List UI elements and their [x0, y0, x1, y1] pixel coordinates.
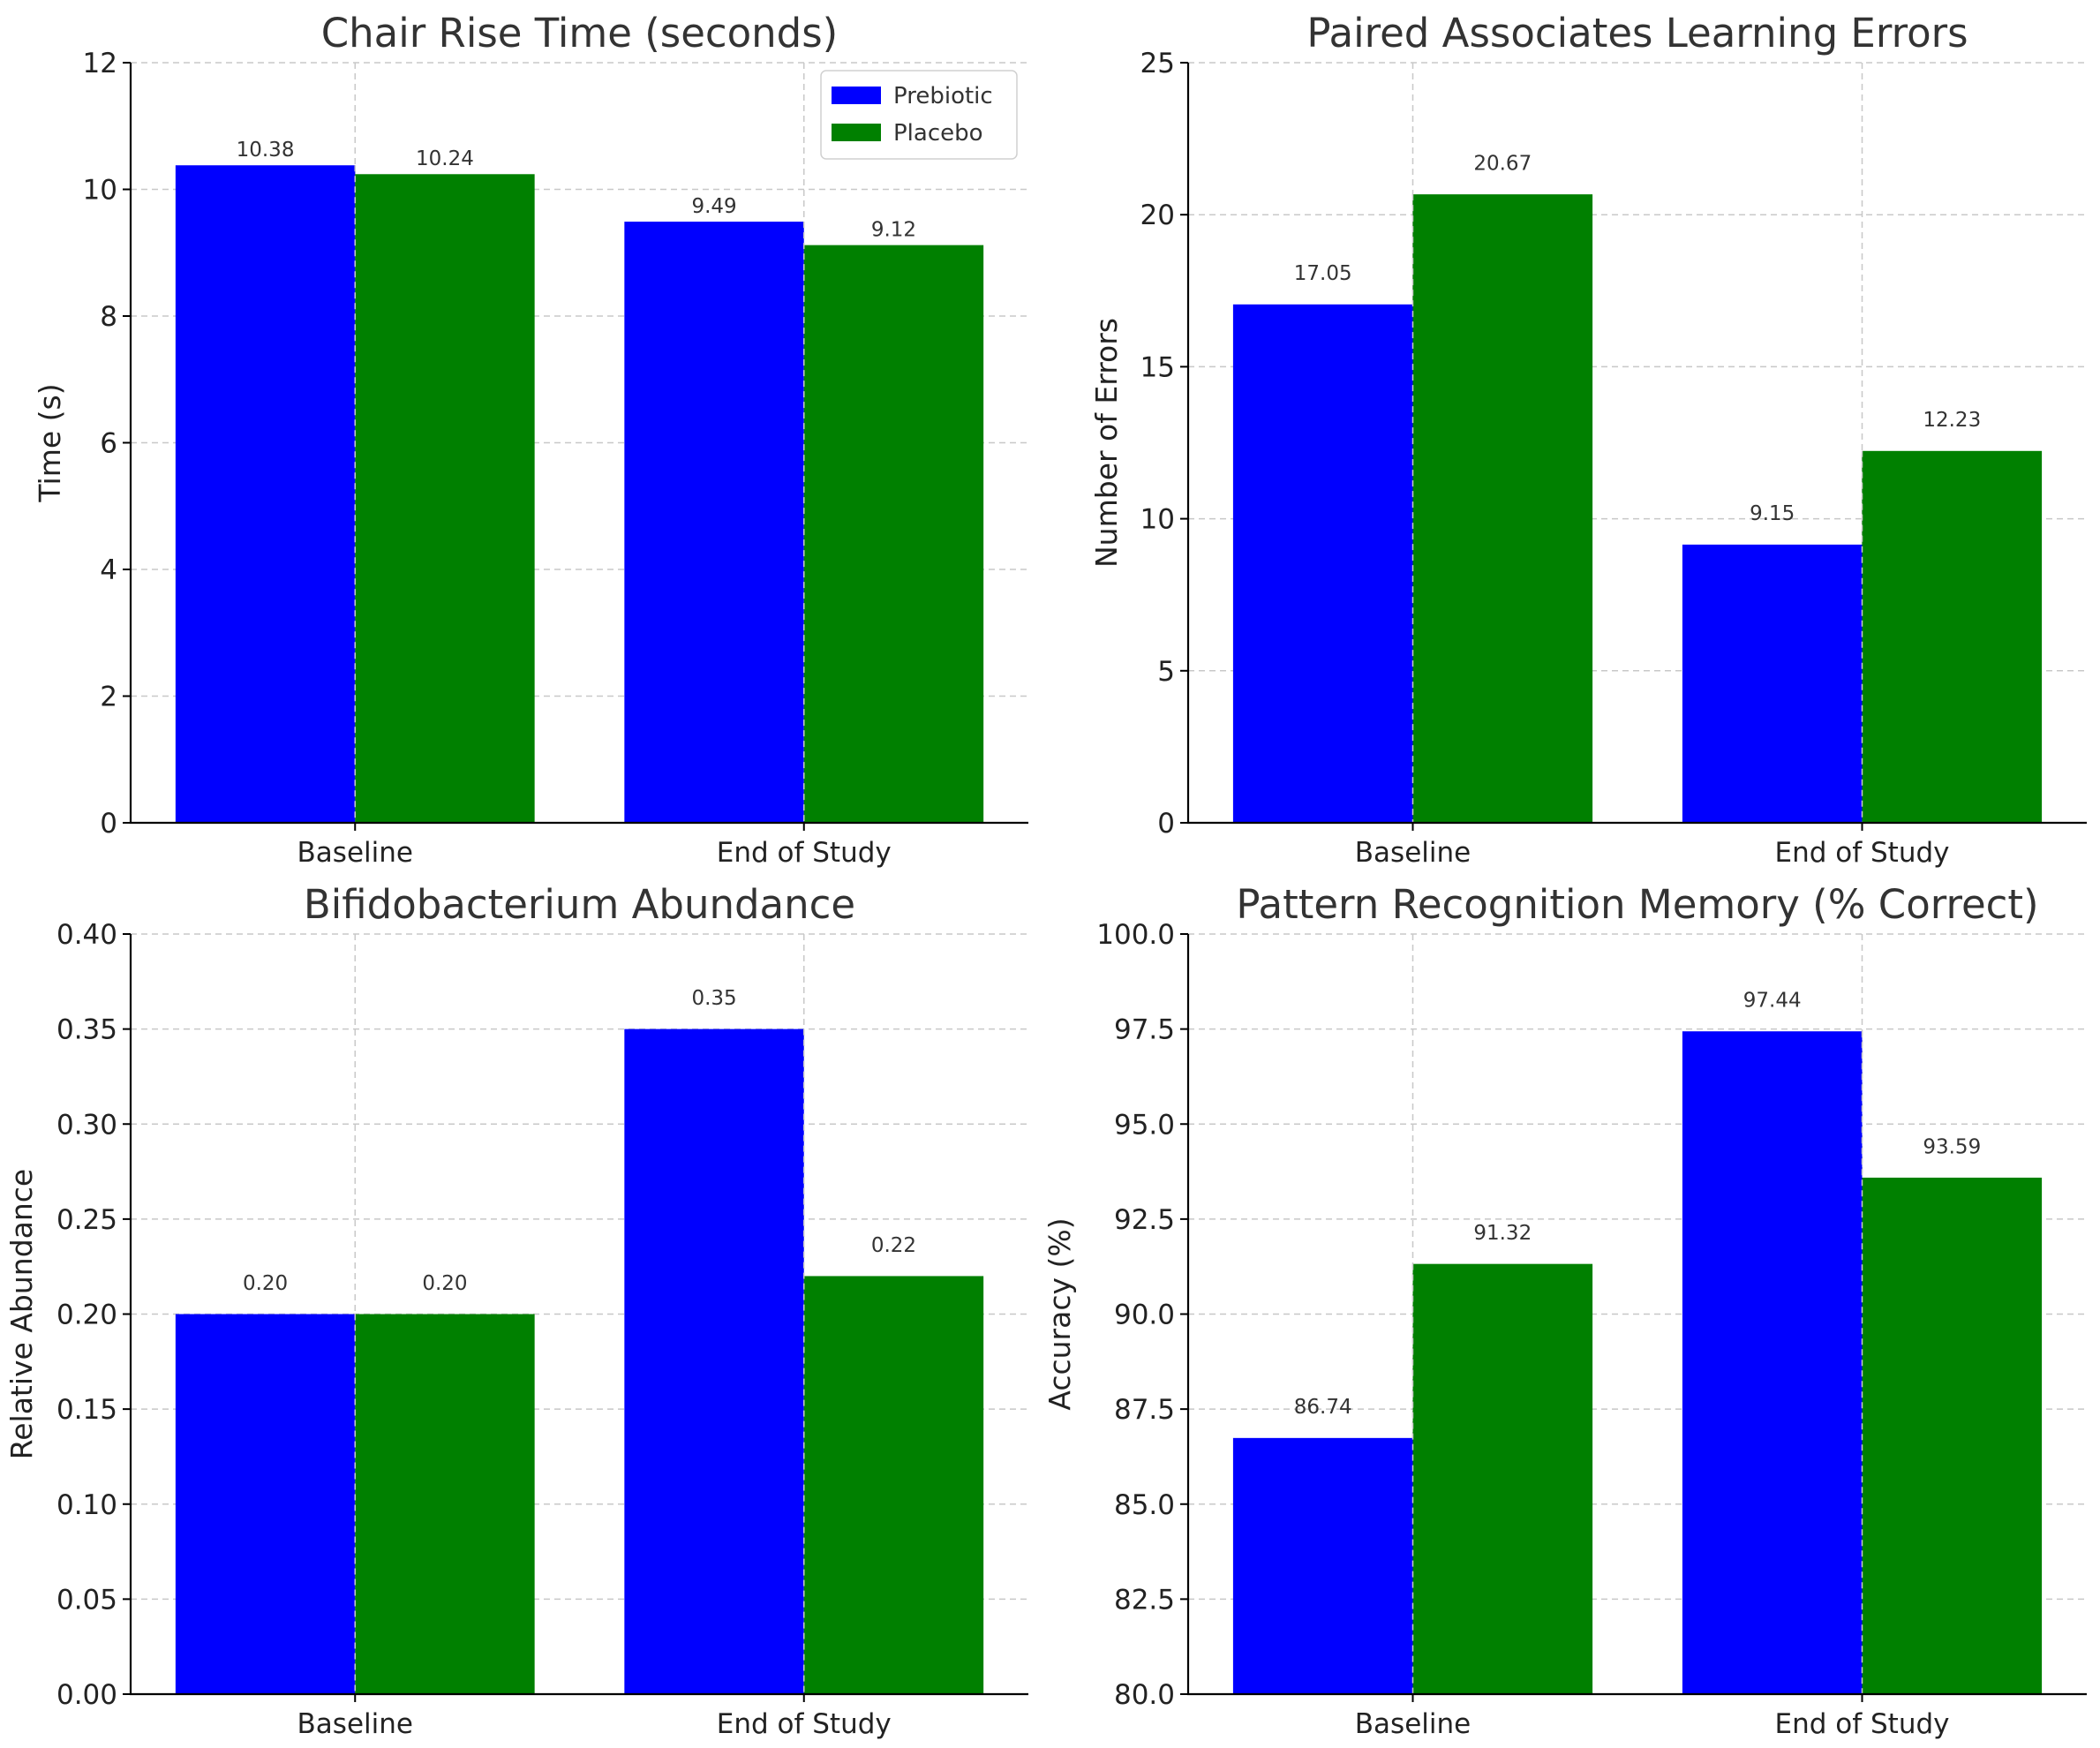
bar-placebo-end-of-study [803, 245, 984, 823]
y-axis-label: Time (s) [33, 383, 67, 502]
y-tick-label: 0.10 [56, 1489, 117, 1521]
y-tick-label: 0.15 [56, 1394, 117, 1426]
bar-prebiotic-baseline [175, 1314, 356, 1694]
x-tick-label: Baseline [297, 1708, 413, 1740]
bar-placebo-end-of-study [1862, 1177, 2043, 1694]
chart-title: Pattern Recognition Memory (% Correct) [1236, 881, 2038, 928]
bar-value-label: 0.22 [871, 1234, 916, 1257]
y-tick-label: 0.20 [56, 1300, 117, 1331]
bar-placebo-end-of-study [1862, 450, 2043, 823]
axes-spine [129, 934, 1028, 1696]
bar-value-label: 9.15 [1750, 502, 1795, 525]
y-axis-label: Number of Errors [1089, 318, 1124, 568]
bar-prebiotic-end-of-study [624, 1028, 804, 1694]
chart-title: Chair Rise Time (seconds) [321, 10, 839, 57]
bar-prebiotic-baseline [1232, 304, 1413, 824]
y-tick-label: 10 [1140, 504, 1175, 536]
x-tick-label: Baseline [297, 837, 413, 869]
y-tick-label: 97.5 [1114, 1014, 1175, 1046]
bar-value-label: 97.44 [1743, 990, 1802, 1013]
bar-prebiotic-end-of-study [1682, 544, 1863, 823]
y-tick-label: 2 [100, 682, 117, 713]
x-tick-label: End of Study [1774, 837, 1949, 869]
y-tick-label: 0.40 [56, 919, 117, 951]
bar-value-label: 91.32 [1473, 1222, 1532, 1245]
bar-value-label: 0.20 [243, 1272, 288, 1295]
y-tick-label: 95.0 [1114, 1109, 1175, 1141]
y-tick-label: 12 [83, 48, 117, 79]
chart-panel-1: 0 2 4 6 8 10 12 10.38 9.49 10.24 9.12 Baseline End o… [33, 10, 1028, 869]
x-tick-label: Baseline [1355, 837, 1471, 869]
bar-value-label: 0.20 [422, 1272, 467, 1295]
bar-prebiotic-baseline [175, 165, 356, 824]
axes-spine [1186, 63, 2087, 825]
y-tick-label: 0.25 [56, 1204, 117, 1236]
y-tick-label: 87.5 [1114, 1394, 1175, 1426]
chart-panel-2: 0 5 10 15 20 25 17.05 9.15 20.67 12.23 Baseline End… [1089, 10, 2087, 869]
chart-title: Bifidobacterium Abundance [304, 881, 855, 928]
bar-placebo-baseline [355, 1314, 535, 1694]
y-tick-label: 0 [100, 808, 117, 840]
legend-swatch-prebiotic [832, 87, 881, 104]
y-tick-label: 25 [1140, 48, 1175, 79]
y-tick-label: 4 [100, 554, 117, 586]
y-tick-label: 92.5 [1114, 1204, 1175, 1236]
bar-value-label: 17.05 [1294, 262, 1352, 285]
legend-label-prebiotic: Prebiotic [893, 83, 993, 109]
bar-value-label: 10.38 [237, 139, 295, 162]
bar-value-label: 9.12 [871, 218, 916, 241]
y-tick-label: 0 [1157, 808, 1175, 840]
y-tick-label: 0.00 [56, 1679, 117, 1711]
bar-value-label: 12.23 [1923, 409, 1981, 432]
y-tick-label: 85.0 [1114, 1489, 1175, 1521]
bar-value-label: 86.74 [1294, 1396, 1352, 1419]
x-tick-label: End of Study [717, 1708, 892, 1740]
bar-placebo-baseline [1412, 194, 1593, 824]
bar-value-label: 9.49 [691, 195, 736, 218]
y-tick-label: 100.0 [1096, 919, 1175, 951]
legend-label-placebo: Placebo [893, 120, 983, 147]
chart-title: Paired Associates Learning Errors [1306, 10, 1968, 57]
legend-swatch-placebo [832, 124, 881, 141]
y-tick-label: 5 [1157, 656, 1175, 688]
y-tick-label: 0.35 [56, 1014, 117, 1046]
chart-panel-3: 0.00 0.05 0.10 0.15 0.20 0.25 0.30 0.35 0.40 0.20… [4, 881, 1028, 1740]
legend: Prebiotic Placebo [820, 70, 1018, 160]
y-tick-label: 8 [100, 301, 117, 333]
y-tick-label: 0.05 [56, 1584, 117, 1616]
y-tick-label: 20 [1140, 200, 1175, 231]
bar-prebiotic-baseline [1232, 1437, 1413, 1694]
bar-prebiotic-end-of-study [1682, 1031, 1863, 1694]
y-axis-label: Relative Abundance [4, 1169, 39, 1459]
y-axis-label: Accuracy (%) [1042, 1217, 1077, 1410]
y-tick-label: 0.30 [56, 1109, 117, 1141]
bar-value-label: 10.24 [416, 147, 474, 170]
axes-spine [129, 63, 1028, 825]
bar-value-label: 0.35 [691, 987, 736, 1010]
axes-spine [1186, 934, 2087, 1696]
x-tick-label: End of Study [717, 837, 892, 869]
y-tick-label: 15 [1140, 351, 1175, 383]
chart-panel-4: 80.0 82.5 85.0 87.5 90.0 92.5 95.0 97.5 100.0 86.… [1042, 881, 2087, 1740]
y-tick-label: 6 [100, 428, 117, 460]
bar-value-label: 20.67 [1473, 152, 1532, 175]
bar-placebo-end-of-study [803, 1276, 984, 1694]
x-tick-label: End of Study [1774, 1708, 1949, 1740]
y-tick-label: 90.0 [1114, 1300, 1175, 1331]
bar-placebo-baseline [355, 174, 535, 823]
bar-prebiotic-end-of-study [624, 222, 804, 823]
x-tick-label: Baseline [1355, 1708, 1471, 1740]
bar-placebo-baseline [1412, 1263, 1593, 1694]
y-tick-label: 80.0 [1114, 1679, 1175, 1711]
y-tick-label: 82.5 [1114, 1584, 1175, 1616]
y-tick-label: 10 [83, 175, 117, 207]
bar-value-label: 93.59 [1923, 1135, 1981, 1158]
